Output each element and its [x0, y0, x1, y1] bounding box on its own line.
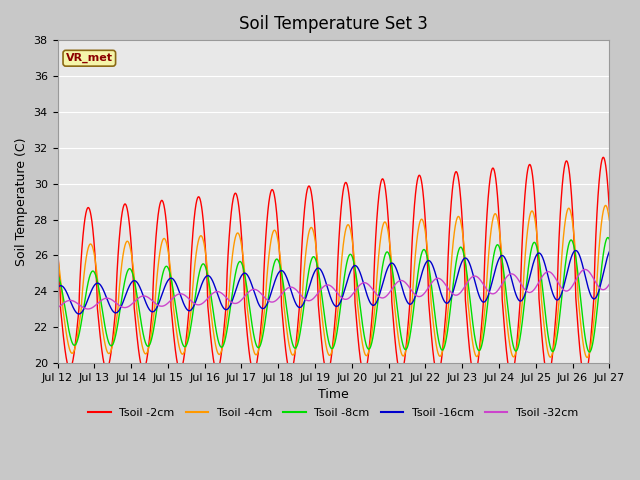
Tsoil -4cm: [602, 203, 609, 208]
Tsoil -2cm: [397, 372, 404, 377]
Tsoil -16cm: [54, 285, 61, 291]
Tsoil -4cm: [605, 216, 613, 222]
Tsoil -32cm: [553, 278, 561, 284]
Tsoil -4cm: [54, 254, 61, 260]
Tsoil -4cm: [605, 217, 613, 223]
Tsoil -2cm: [581, 374, 589, 380]
Tsoil -2cm: [605, 207, 613, 213]
Title: Soil Temperature Set 3: Soil Temperature Set 3: [239, 15, 428, 33]
Tsoil -4cm: [553, 320, 561, 325]
Tsoil -4cm: [387, 255, 395, 261]
Tsoil -8cm: [397, 332, 404, 337]
Y-axis label: Soil Temperature (C): Soil Temperature (C): [15, 137, 28, 266]
Tsoil -16cm: [572, 248, 580, 253]
Tsoil -32cm: [208, 291, 216, 297]
Tsoil -8cm: [604, 235, 612, 240]
Tsoil -16cm: [387, 260, 395, 266]
Tsoil -16cm: [605, 249, 613, 254]
Tsoil -32cm: [397, 277, 405, 283]
Tsoil -2cm: [54, 246, 61, 252]
Line: Tsoil -8cm: Tsoil -8cm: [58, 238, 609, 352]
Tsoil -8cm: [387, 260, 395, 266]
Tsoil -16cm: [397, 281, 405, 287]
Tsoil -32cm: [84, 306, 92, 312]
Tsoil -32cm: [172, 293, 180, 299]
Tsoil -2cm: [208, 343, 216, 348]
Tsoil -16cm: [553, 297, 561, 303]
Tsoil -16cm: [605, 249, 613, 255]
Tsoil -4cm: [583, 355, 591, 360]
Legend: Tsoil -2cm, Tsoil -4cm, Tsoil -8cm, Tsoil -16cm, Tsoil -32cm: Tsoil -2cm, Tsoil -4cm, Tsoil -8cm, Tsoi…: [84, 403, 583, 422]
Tsoil -8cm: [54, 272, 61, 277]
Tsoil -8cm: [605, 237, 613, 242]
Tsoil -2cm: [553, 298, 561, 303]
Line: Tsoil -2cm: Tsoil -2cm: [58, 157, 609, 377]
Tsoil -32cm: [387, 287, 395, 293]
Tsoil -2cm: [387, 275, 395, 281]
Tsoil -4cm: [397, 348, 404, 354]
Line: Tsoil -32cm: Tsoil -32cm: [58, 269, 609, 309]
Tsoil -2cm: [600, 155, 607, 160]
Tsoil -16cm: [208, 276, 216, 282]
Tsoil -32cm: [605, 281, 613, 287]
Text: VR_met: VR_met: [66, 53, 113, 63]
Tsoil -8cm: [208, 297, 216, 303]
Tsoil -16cm: [172, 280, 180, 286]
Tsoil -8cm: [586, 349, 593, 355]
X-axis label: Time: Time: [318, 388, 349, 401]
Tsoil -2cm: [172, 350, 180, 356]
Tsoil -8cm: [605, 236, 613, 242]
Tsoil -32cm: [605, 281, 613, 287]
Tsoil -8cm: [172, 304, 180, 310]
Line: Tsoil -16cm: Tsoil -16cm: [58, 251, 609, 314]
Tsoil -8cm: [553, 335, 561, 340]
Tsoil -32cm: [54, 305, 61, 311]
Line: Tsoil -4cm: Tsoil -4cm: [58, 205, 609, 358]
Tsoil -2cm: [605, 204, 613, 210]
Tsoil -4cm: [172, 323, 180, 329]
Tsoil -32cm: [581, 266, 589, 272]
Tsoil -4cm: [208, 315, 216, 321]
Tsoil -16cm: [75, 311, 83, 317]
